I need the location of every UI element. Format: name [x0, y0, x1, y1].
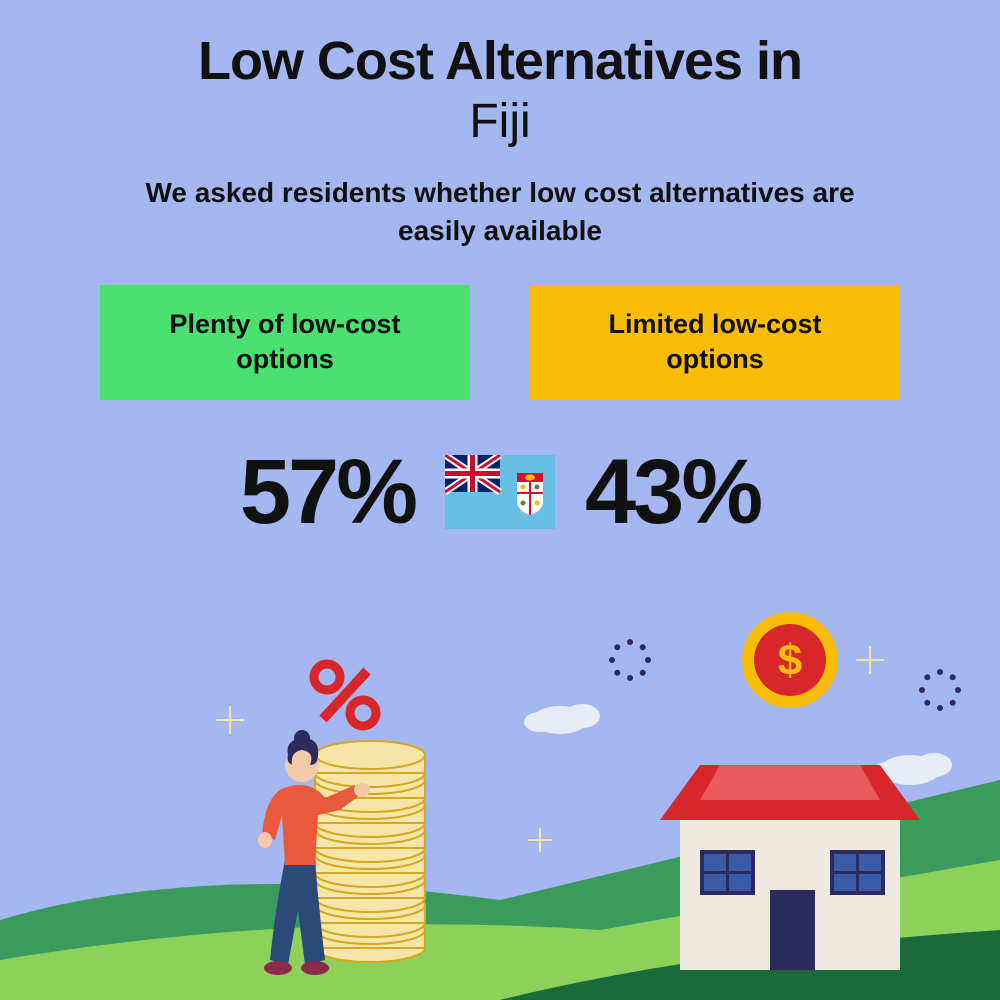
stat-right: 43%: [585, 440, 760, 545]
illustration: $: [0, 600, 1000, 1000]
dollar-coin-icon: $: [742, 612, 838, 708]
badge-limited-label: Limited low-cost options: [560, 307, 870, 377]
header: Low Cost Alternatives in Fiji We asked r…: [0, 0, 1000, 250]
subtitle: Fiji: [0, 94, 1000, 149]
stats-row: 57%: [0, 440, 1000, 545]
badge-limited: Limited low-cost options: [530, 285, 900, 400]
description: We asked residents whether low cost alte…: [120, 174, 880, 250]
house-icon: [660, 765, 920, 970]
main-title: Low Cost Alternatives in: [0, 30, 1000, 92]
badge-plenty: Plenty of low-cost options: [100, 285, 470, 400]
badges-row: Plenty of low-cost options Limited low-c…: [0, 285, 1000, 400]
coin-stack-icon: [315, 741, 425, 962]
stat-left: 57%: [240, 440, 415, 545]
badge-plenty-label: Plenty of low-cost options: [130, 307, 440, 377]
percent-icon: [314, 664, 376, 726]
svg-text:$: $: [778, 636, 802, 685]
fiji-flag-icon: [445, 455, 555, 529]
